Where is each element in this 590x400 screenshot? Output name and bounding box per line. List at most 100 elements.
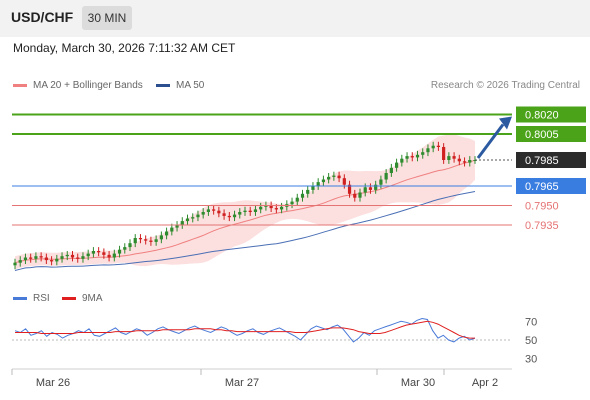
legend-ma50-label: MA 50 — [176, 80, 205, 91]
header-bar: USD/CHF 30 MIN — [0, 0, 590, 37]
candle-body — [468, 160, 472, 163]
level-label-box — [516, 152, 586, 168]
candle-body — [29, 257, 33, 259]
candle-body — [138, 238, 143, 240]
candle-body — [264, 205, 268, 207]
rsi-tick-label: 50 — [525, 335, 537, 347]
x-tick-label: Apr 2 — [472, 377, 498, 389]
legend-ma50: MA 50 — [156, 80, 204, 91]
level-label: 0.8005 — [525, 129, 559, 141]
candle-body — [410, 156, 414, 158]
candle-body — [306, 189, 310, 194]
candle-body — [321, 179, 326, 183]
candle-body — [49, 260, 54, 262]
candle-body — [447, 156, 451, 160]
candle-body — [394, 162, 399, 168]
datetime-label: Monday, March 30, 2026 7:11:32 AM CET — [13, 41, 236, 55]
candle-body — [117, 249, 122, 254]
candle-body — [290, 201, 294, 205]
candle-body — [154, 239, 158, 242]
candle-body — [185, 218, 190, 222]
ma50-line — [14, 191, 476, 271]
rsi-line — [14, 317, 476, 343]
candle-body — [384, 173, 388, 180]
candle-body — [379, 179, 383, 185]
candle-body — [65, 254, 69, 257]
ma20-swatch — [13, 83, 27, 87]
candle-body — [55, 258, 59, 262]
candle-body — [133, 238, 137, 244]
level-label-box — [516, 106, 586, 123]
candle-body — [128, 243, 132, 248]
candle-body — [107, 254, 111, 258]
candle-body — [337, 175, 341, 179]
candle-body — [170, 227, 174, 232]
bollinger-band — [15, 134, 475, 270]
candle-body — [91, 251, 96, 254]
level-label-box — [516, 178, 586, 194]
candle-body — [222, 213, 226, 216]
candle-body — [60, 256, 64, 259]
candle-body — [389, 167, 393, 173]
candle-body — [76, 257, 80, 259]
candle-body — [442, 147, 446, 160]
legend-9ma-label: 9MA — [82, 293, 103, 304]
candle-body — [97, 251, 101, 253]
candle-body — [368, 187, 373, 190]
rsi-tick-label: 30 — [525, 354, 537, 366]
x-tick-label: Mar 27 — [225, 377, 259, 389]
candle-body — [70, 254, 75, 258]
x-tick-label: Mar 26 — [36, 377, 70, 389]
candle-body — [269, 205, 273, 209]
candle-body — [123, 247, 127, 250]
candle-body — [462, 161, 467, 163]
candle-body — [332, 175, 336, 177]
timeframe-button[interactable]: 30 MIN — [82, 6, 132, 30]
candle-body — [405, 156, 409, 159]
candle-body — [196, 214, 200, 218]
candle-body — [201, 212, 205, 215]
candle-body — [86, 253, 90, 257]
candle-body — [415, 154, 420, 158]
candle-body — [23, 257, 28, 261]
candle-body — [300, 193, 305, 198]
candle-body — [159, 235, 163, 240]
candle-body — [400, 158, 404, 163]
x-tick-label: Mar 30 — [401, 377, 435, 389]
candle-body — [274, 208, 278, 210]
candle-body — [421, 152, 425, 155]
candle-body — [149, 240, 153, 242]
candle-body — [259, 206, 263, 210]
candle-body — [457, 158, 461, 162]
rsi-tick-label: 70 — [525, 316, 537, 328]
candle-body — [374, 184, 378, 190]
candle-body — [243, 210, 247, 212]
candle-body — [248, 210, 252, 212]
forecast-arrow — [476, 123, 505, 159]
rsi-swatch — [13, 296, 27, 300]
candle-body — [436, 145, 441, 147]
candle-body — [316, 182, 320, 186]
candle-body — [39, 256, 43, 258]
candle-body — [363, 187, 367, 193]
candle-body — [232, 214, 237, 218]
candle-body — [191, 217, 195, 219]
candle-body — [217, 210, 221, 214]
candle-body — [452, 156, 456, 159]
candle-body — [44, 257, 48, 261]
ma50-swatch — [156, 83, 170, 87]
level-label: 0.7965 — [525, 181, 559, 193]
level-label: 0.8020 — [525, 110, 559, 122]
forecast-arrow-head — [499, 116, 512, 130]
candle-body — [13, 262, 17, 266]
legend-ma20: MA 20 + Bollinger Bands — [13, 80, 143, 91]
candle-body — [342, 178, 346, 185]
level-label-box — [516, 126, 586, 142]
candle-body — [311, 186, 315, 190]
candle-body — [81, 256, 85, 259]
candle-body — [34, 256, 38, 259]
candle-body — [227, 215, 231, 218]
candle-body — [206, 209, 211, 212]
symbol-label: USD/CHF — [11, 9, 74, 25]
